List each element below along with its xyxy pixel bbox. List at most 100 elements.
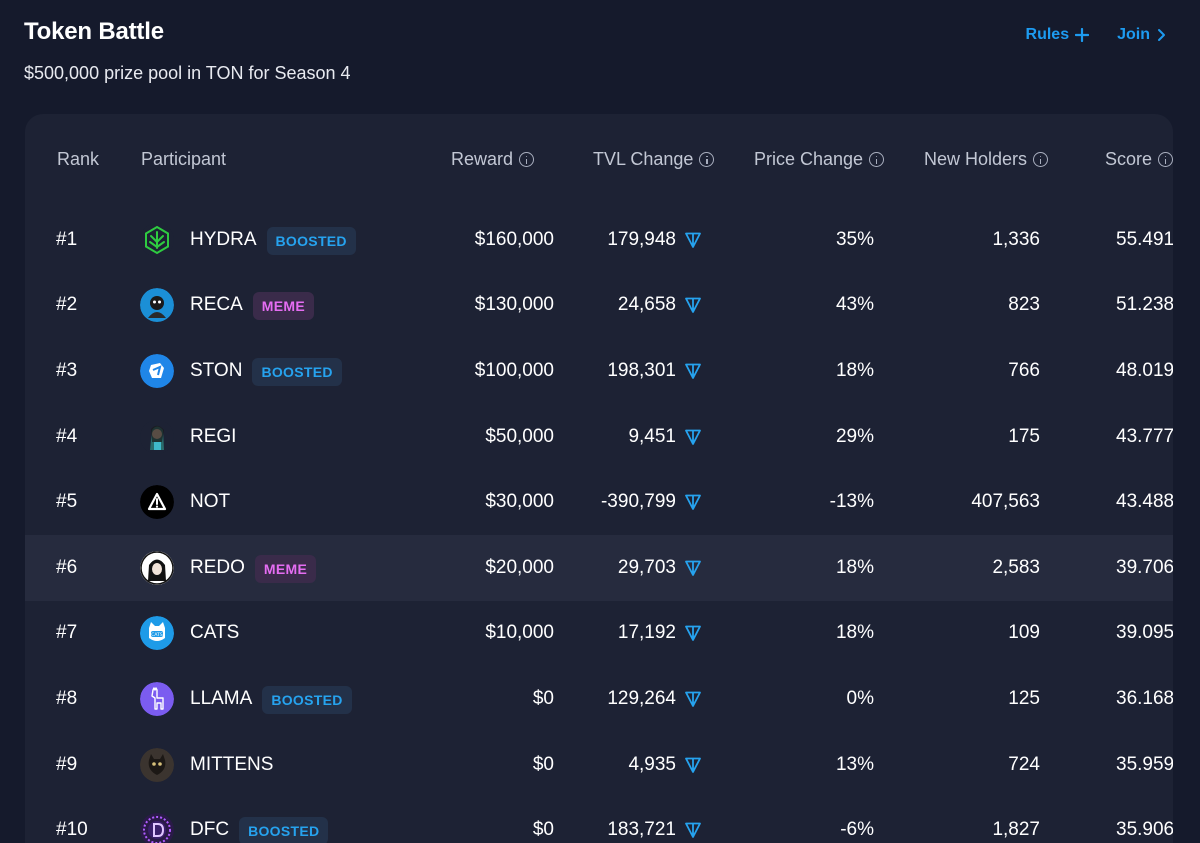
tvl-change-value: 29,703 [617,556,676,578]
avatar-cell [140,732,174,798]
info-icon[interactable] [1158,152,1173,167]
rank-cell: #10 [56,819,88,841]
participant-name[interactable]: DFC [190,819,230,841]
reward-cell: $50,000 [485,425,554,447]
reward-cell: $0 [532,753,554,775]
table-row[interactable]: #8 LLAMA BOOSTED $0 129,264 0% 125 36.168 [25,666,1173,732]
rank-cell: #4 [56,425,78,447]
participant-name[interactable]: MITTENS [190,753,274,775]
avatar [140,813,174,843]
avatar [140,419,174,454]
tvl-change-value: 4,935 [628,753,676,775]
tvl-change-cell: 24,658 [618,273,702,339]
participant-cell[interactable]: CATS [190,601,239,667]
participant-name[interactable]: HYDRA [190,228,257,250]
participant-cell[interactable]: DFC BOOSTED [190,797,329,843]
rank-cell: #2 [56,294,78,316]
new-holders-cell: 823 [1008,294,1040,316]
table-row[interactable]: #1 HYDRA BOOSTED $160,000 179,948 35% 1,336 55.… [25,207,1173,273]
table-row[interactable]: #2 RECA MEME $130,000 24,658 43% 823 51.238 [25,273,1173,339]
table-row[interactable]: #9 MITTENS $0 4,935 13% 724 35.959 [25,732,1173,798]
reward-cell: $100,000 [474,359,554,381]
table-row[interactable]: #5 NOT $30,000 -390,799 -13% 407,563 43.488 [25,469,1173,535]
header-score-label: Score [1105,149,1153,169]
tvl-change-cell: 9,451 [628,404,702,470]
reward-cell: $30,000 [485,491,554,513]
participant-name[interactable]: STON [190,359,243,381]
tvl-change-cell: 4,935 [628,732,702,798]
header-holders-label: New Holders [924,149,1028,169]
reward-cell: $160,000 [474,228,554,250]
boosted-badge: BOOSTED [262,685,352,714]
participant-name[interactable]: RECA [190,294,243,316]
ton-icon [685,822,701,839]
price-change-cell: 13% [835,753,874,775]
price-change-cell: -13% [829,491,874,513]
participant-name[interactable]: REGI [190,425,237,447]
table-row[interactable]: #6 REDO MEME $20,000 29,703 18% 2,583 39.706 [25,535,1173,601]
avatar-cell [140,535,174,601]
rank-cell: #5 [56,491,78,513]
header-price-change: Price Change [754,149,885,170]
tvl-change-value: 9,451 [628,425,676,447]
rules-button[interactable]: Rules [1026,26,1090,44]
table-row[interactable]: #4 REGI $50,000 9,451 29% 175 43.777 [25,404,1173,470]
ton-icon [685,560,701,576]
avatar [140,550,174,585]
tvl-change-value: 179,948 [607,228,676,250]
score-cell: 35.959 [1116,753,1173,775]
participant-name[interactable]: REDO [190,556,245,578]
new-holders-cell: 407,563 [971,491,1040,513]
participant-name[interactable]: LLAMA [190,687,253,709]
info-icon[interactable] [1033,152,1049,167]
participant-cell[interactable]: REGI [190,404,236,470]
tvl-change-cell: 198,301 [607,338,702,404]
rank-cell: #9 [56,753,78,775]
table-row[interactable]: #3 STON BOOSTED $100,000 198,301 18% 766 48.019 [25,338,1173,404]
reward-cell: $20,000 [485,556,554,578]
participant-cell[interactable]: REDO MEME [190,535,317,601]
info-icon[interactable] [869,152,885,167]
score-cell: 48.019 [1116,359,1173,381]
participant-cell[interactable]: STON BOOSTED [190,338,342,404]
tvl-change-value: 24,658 [617,294,676,316]
info-icon[interactable] [519,152,535,167]
avatar-cell [140,666,174,732]
score-cell: 43.777 [1116,425,1173,447]
new-holders-cell: 766 [1008,359,1040,381]
score-cell: 39.706 [1116,556,1173,578]
avatar: CATS [140,616,174,651]
score-cell: 43.488 [1116,491,1173,513]
reward-cell: $0 [532,687,554,709]
participant-cell[interactable]: RECA MEME [190,273,314,339]
tvl-change-cell: 179,948 [607,207,702,273]
participant-name[interactable]: CATS [190,622,240,644]
avatar [140,288,174,323]
participant-cell[interactable]: MITTENS [190,732,273,798]
header-price-label: Price Change [754,149,864,169]
ton-icon [685,429,701,445]
join-button[interactable]: Join [1117,26,1166,44]
tvl-change-cell: 17,192 [618,601,702,667]
participant-name[interactable]: NOT [190,491,231,513]
price-change-cell: -6% [840,819,874,841]
tvl-change-value: 198,301 [607,359,676,381]
leaderboard-table: Rank Participant Reward TVL Change Price… [25,114,1173,843]
price-change-cell: 18% [835,556,874,578]
participant-cell[interactable]: LLAMA BOOSTED [190,666,352,732]
participant-cell[interactable]: NOT [190,469,230,535]
info-icon[interactable] [699,152,715,167]
new-holders-cell: 1,336 [992,228,1040,250]
price-change-cell: 18% [835,622,874,644]
price-change-cell: 43% [835,294,874,316]
rank-cell: #1 [56,228,78,250]
table-row[interactable]: #7 CATS CATS $10,000 17,192 18% 109 39.095 [25,601,1173,667]
ton-icon [685,494,701,511]
table-row[interactable]: #10 DFC BOOSTED $0 183,721 -6% 1,827 35.906 [25,797,1173,843]
participant-cell[interactable]: HYDRA BOOSTED [190,207,356,273]
join-label: Join [1117,26,1150,43]
tvl-change-value: -390,799 [600,491,676,513]
boosted-badge: BOOSTED [266,226,356,255]
score-cell: 55.491 [1116,228,1173,250]
